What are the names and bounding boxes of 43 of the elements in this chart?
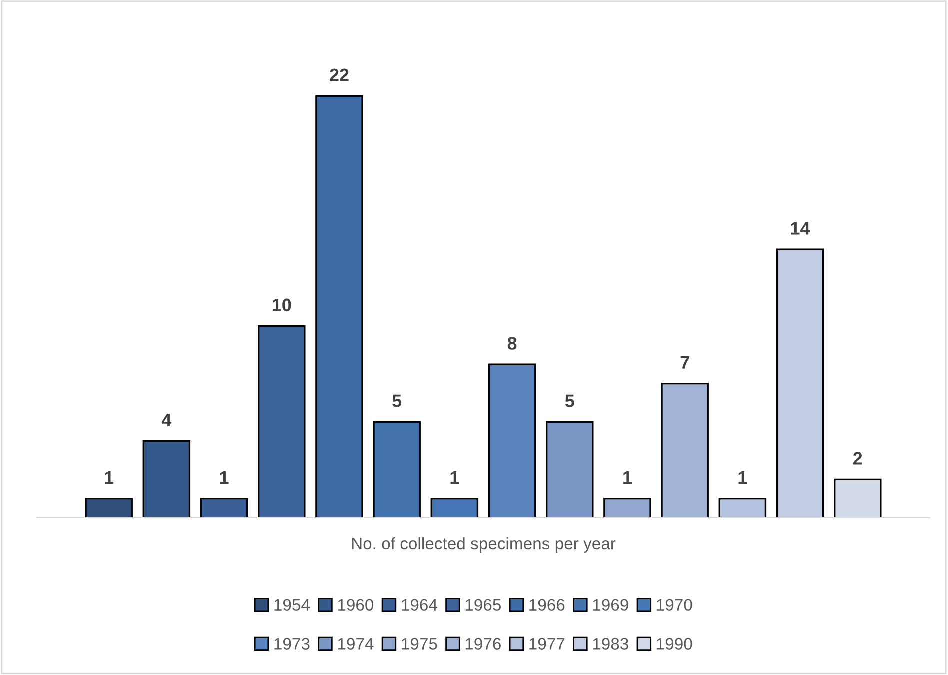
data-label: 1 [220,472,229,484]
legend-label: 1954 [274,599,310,611]
data-label: 1 [450,472,460,484]
legend-label: 1977 [530,638,565,650]
legend-label: 1969 [593,599,628,611]
legend-label: 1975 [402,638,438,650]
data-label: 5 [565,394,574,408]
bar [776,248,824,518]
x-axis-title: No. of collected specimens per year [352,537,616,553]
data-label: 10 [272,298,292,312]
data-label: 5 [392,394,402,408]
bar [661,382,709,518]
data-label: 4 [162,414,172,426]
data-label: 1 [105,472,114,484]
legend-label: 1976 [466,638,501,650]
legend-label: 1965 [466,599,502,611]
legend-label: 1983 [593,638,628,650]
bar [142,440,191,518]
legend-label: 1973 [274,638,310,650]
bar [373,421,421,518]
bar [258,325,306,518]
bar [488,364,536,518]
bar [546,421,594,518]
data-label: 8 [508,337,517,350]
legend-label: 1960 [338,599,374,611]
legend-label: 1964 [402,599,438,611]
data-label: 2 [853,452,862,465]
legend-label: 1974 [338,638,374,650]
bar [430,498,479,518]
bar [834,478,882,518]
bar [604,498,652,518]
legend-label: 1970 [657,599,692,611]
legend-label: 1990 [657,638,692,650]
data-label: 7 [680,356,690,369]
bar [316,95,364,518]
data-label: 14 [791,222,810,235]
bar [85,498,133,518]
data-label: 1 [738,472,748,484]
bar [718,498,767,518]
data-label: 22 [330,68,349,82]
legend-label: 1966 [530,599,565,611]
data-label: 1 [624,472,632,484]
bar [200,498,248,518]
